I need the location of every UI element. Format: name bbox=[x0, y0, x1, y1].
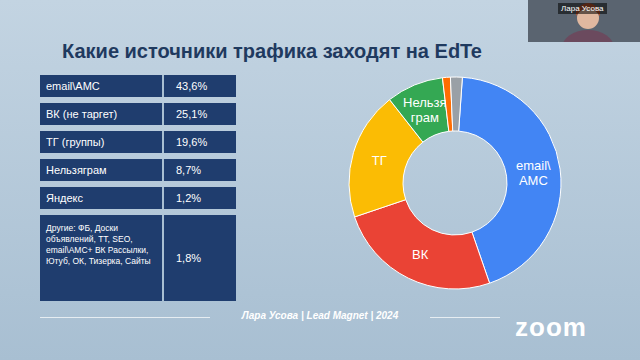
html-text:Лара Усова: Лара Усова bbox=[561, 4, 604, 13]
html-text:1,2%: 1,2% bbox=[176, 192, 202, 204]
html-text:email\AMC: email\AMC bbox=[46, 79, 100, 92]
html-text:Другие: ФБ, Доски объявлений,: Другие: ФБ, Доски объявлений, ТТ, SEO, e… bbox=[46, 223, 151, 266]
html-text:Нельзяграм: Нельзяграм bbox=[46, 163, 107, 176]
html-text:43,6%: 43,6% bbox=[176, 80, 208, 92]
html-text:25,1%: 25,1% bbox=[176, 108, 208, 120]
html-text:1,8%: 1,8% bbox=[176, 252, 202, 264]
svg-text:email\AMC: email\AMC bbox=[516, 158, 551, 188]
html-text:Лара Усова | Lead Magnet | 202: Лара Усова | Lead Magnet | 2024 bbox=[241, 310, 399, 321]
html-text:ТГ (группы): ТГ (группы) bbox=[46, 135, 105, 148]
html-text:19,6%: 19,6% bbox=[176, 136, 208, 148]
html-text:Какие источники трафика заходя: Какие источники трафика заходят на EdTe bbox=[62, 40, 482, 62]
html-text:zoom: zoom bbox=[515, 312, 587, 342]
html-text:ВК (не таргет): ВК (не таргет) bbox=[46, 107, 118, 120]
svg-text:ВК: ВК bbox=[412, 246, 429, 261]
svg-text:Нельзяграм: Нельзяграм bbox=[403, 95, 447, 125]
html-text:8,7%: 8,7% bbox=[176, 164, 202, 176]
svg-text:ТГ: ТГ bbox=[372, 153, 387, 168]
html-text:Яндекс: Яндекс bbox=[46, 191, 83, 204]
